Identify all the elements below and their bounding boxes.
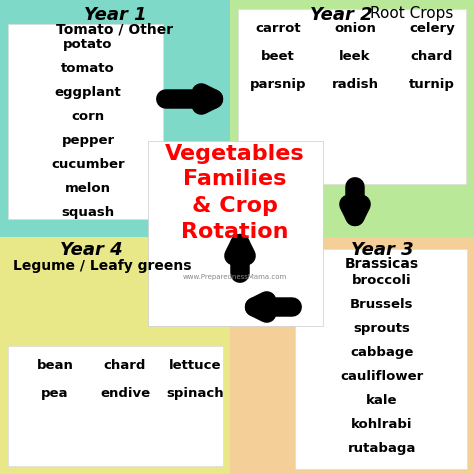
Text: beet: beet — [261, 50, 295, 63]
Text: Vegetables: Vegetables — [165, 144, 305, 164]
Text: pea: pea — [41, 387, 69, 400]
Bar — [148, 141, 323, 326]
Bar — [0, 0, 230, 237]
Text: Root Crops: Root Crops — [370, 6, 453, 21]
Text: kohlrabi: kohlrabi — [351, 418, 413, 431]
Text: carrot: carrot — [255, 22, 301, 35]
Text: Brussels: Brussels — [350, 298, 414, 311]
Bar — [238, 9, 466, 184]
Text: celery: celery — [409, 22, 455, 35]
Text: parsnip: parsnip — [250, 78, 306, 91]
Text: chard: chard — [104, 359, 146, 372]
Text: Year 3: Year 3 — [351, 241, 413, 259]
Text: lettuce: lettuce — [169, 359, 221, 372]
Text: rutabaga: rutabaga — [348, 442, 416, 455]
Bar — [0, 237, 230, 474]
Text: chard: chard — [411, 50, 453, 63]
Text: eggplant: eggplant — [55, 86, 121, 99]
Text: leek: leek — [339, 50, 371, 63]
Text: tomato: tomato — [61, 62, 115, 75]
Text: radish: radish — [331, 78, 379, 91]
Bar — [8, 346, 223, 466]
Text: onion: onion — [334, 22, 376, 35]
Text: Legume / Leafy greens: Legume / Leafy greens — [13, 259, 191, 273]
Text: bean: bean — [36, 359, 73, 372]
Bar — [295, 249, 467, 469]
Text: sprouts: sprouts — [354, 322, 410, 335]
Text: Families: Families — [183, 169, 287, 189]
Bar — [230, 0, 474, 237]
Text: cabbage: cabbage — [350, 346, 414, 359]
Text: Year 2: Year 2 — [310, 6, 373, 24]
Text: melon: melon — [65, 182, 111, 195]
Text: potato: potato — [63, 38, 113, 51]
Text: Year 1: Year 1 — [84, 6, 146, 24]
Text: Year 4: Year 4 — [60, 241, 123, 259]
Text: broccoli: broccoli — [352, 274, 412, 287]
Text: Rotation: Rotation — [181, 222, 289, 242]
Text: & Crop: & Crop — [192, 196, 278, 216]
Text: cauliflower: cauliflower — [340, 370, 424, 383]
Text: spinach: spinach — [166, 387, 224, 400]
Text: cucumber: cucumber — [51, 158, 125, 171]
Text: Brassicas: Brassicas — [345, 257, 419, 271]
Bar — [230, 237, 474, 474]
Text: pepper: pepper — [62, 134, 115, 147]
Text: corn: corn — [72, 110, 105, 123]
Text: turnip: turnip — [409, 78, 455, 91]
Bar — [8, 24, 163, 219]
Text: endive: endive — [100, 387, 150, 400]
Text: kale: kale — [366, 394, 398, 407]
Text: squash: squash — [62, 206, 115, 219]
Text: www.PreparednessMama.com: www.PreparednessMama.com — [183, 274, 287, 280]
Text: Tomato / Other: Tomato / Other — [56, 22, 173, 36]
